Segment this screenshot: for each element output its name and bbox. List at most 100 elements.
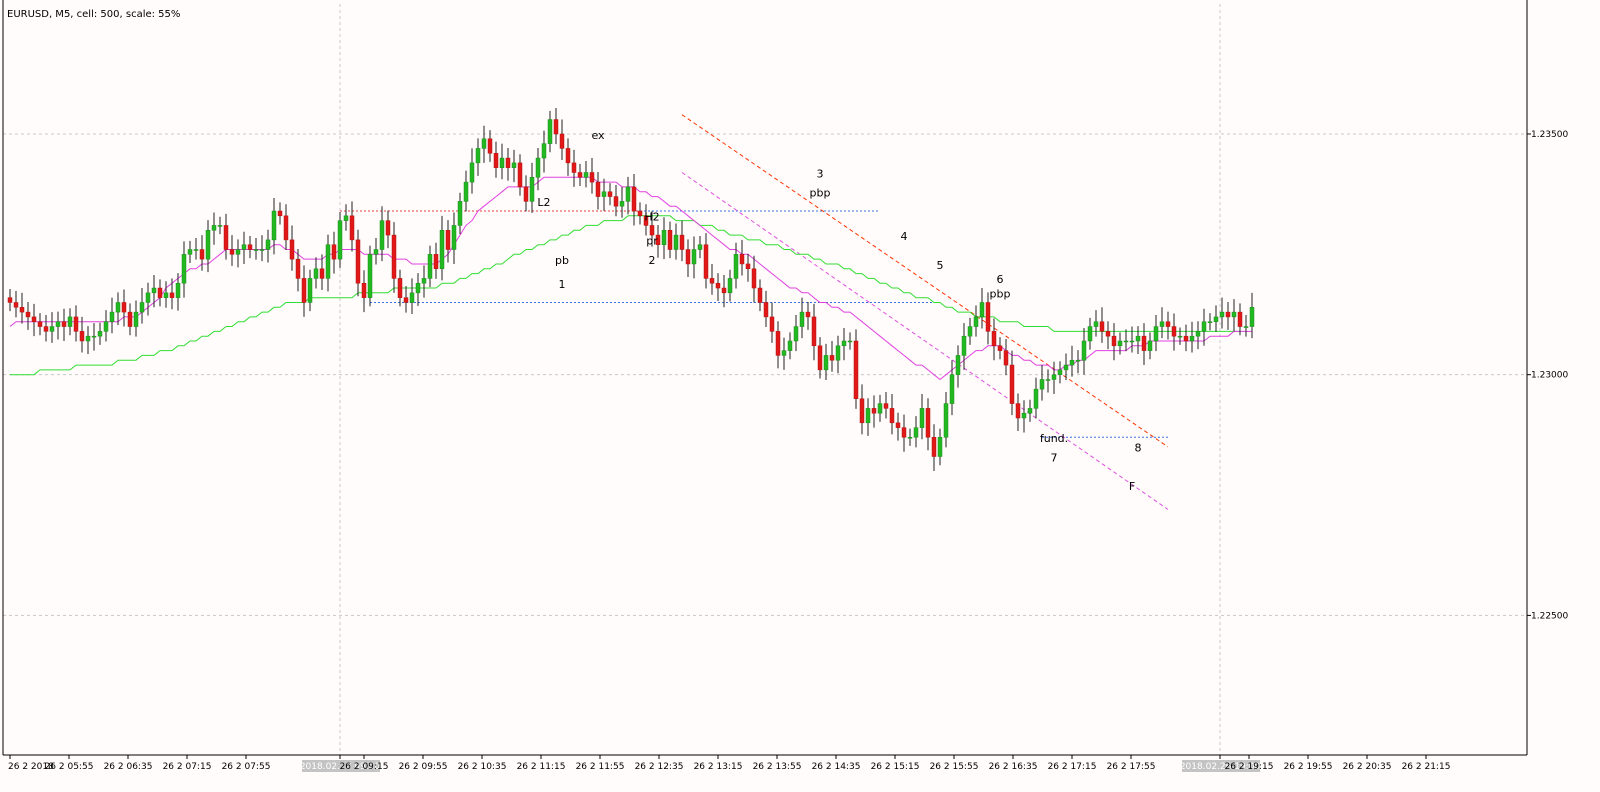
candle-body-bull <box>1033 388 1039 409</box>
candle-body-bull <box>793 326 799 342</box>
candle-body-bear <box>637 210 643 217</box>
candle-body-bull <box>1069 359 1075 366</box>
candle <box>259 235 265 262</box>
candle-body-bear <box>565 148 571 164</box>
candle-body-bear <box>775 331 781 356</box>
price-tick-label: 1.22500 <box>1531 611 1568 621</box>
candle <box>121 289 127 327</box>
candle-body-bear <box>37 321 43 327</box>
candle <box>979 288 985 329</box>
candle <box>61 308 67 341</box>
candle <box>619 186 625 218</box>
candle <box>937 428 943 466</box>
candle <box>817 337 823 379</box>
candle-body-bear <box>247 244 253 250</box>
candle <box>331 231 337 274</box>
time-tick-label: 26 2 16:35 <box>989 762 1038 772</box>
candle <box>631 173 637 226</box>
time-tick-label: 26 2 14:35 <box>812 762 861 772</box>
candle <box>739 239 745 276</box>
candle <box>1231 299 1237 332</box>
candle <box>1159 307 1165 339</box>
candle <box>433 242 439 279</box>
candle <box>583 160 589 188</box>
candle-body-bull <box>115 302 121 313</box>
candle <box>691 236 697 279</box>
candle <box>301 265 307 317</box>
candle-body-bull <box>625 186 631 202</box>
candle-body-bull <box>1081 340 1087 361</box>
candle-body-bull <box>55 321 61 327</box>
candle <box>241 231 247 264</box>
candle <box>667 221 673 259</box>
candle-body-bear <box>199 249 205 260</box>
candle <box>769 302 775 343</box>
time-tick-label: 26 2 06:35 <box>104 762 153 772</box>
candle <box>235 239 241 268</box>
candle-body-bear <box>43 326 49 332</box>
candle <box>253 237 259 260</box>
candle <box>535 147 541 191</box>
candle-body-bull <box>457 201 463 226</box>
candle <box>475 138 481 176</box>
candle <box>115 292 121 326</box>
candle <box>859 384 865 435</box>
candle <box>559 119 565 160</box>
candle-body-bear <box>25 311 31 318</box>
candle-body-bear <box>997 345 1003 351</box>
candle <box>1165 311 1171 340</box>
time-tick-label: 26 2 19:55 <box>1284 762 1333 772</box>
candle <box>1225 301 1231 330</box>
candle <box>1075 350 1081 374</box>
candle <box>703 233 709 289</box>
candle-body-bear <box>1111 335 1117 347</box>
candle <box>307 269 313 312</box>
candle-body-bull <box>661 230 667 245</box>
candle <box>685 239 691 277</box>
candle <box>1153 314 1159 352</box>
candle-body-bull <box>1201 321 1207 332</box>
candle-body-bull <box>1243 326 1249 328</box>
candle <box>835 335 841 374</box>
candle-body-bear <box>229 249 235 255</box>
candle <box>469 148 475 194</box>
candle-body-bear <box>685 249 691 265</box>
candle <box>1081 327 1087 375</box>
candle <box>781 337 787 370</box>
time-tick-label: 26 2 20:35 <box>1343 762 1392 772</box>
candle-body-bear <box>589 172 595 183</box>
candle-body-bear <box>655 234 661 245</box>
candle-body-bull <box>619 201 625 207</box>
candle <box>499 143 505 180</box>
candle <box>949 360 955 416</box>
candle-body-bear <box>553 119 559 135</box>
candle-body-bear <box>391 234 397 279</box>
candle <box>391 222 397 293</box>
candle <box>847 332 853 350</box>
candle-body-bear <box>19 307 25 313</box>
candle-body-bear <box>991 331 997 347</box>
candle <box>1237 303 1243 336</box>
candle <box>733 242 739 289</box>
candle-body-bear <box>811 316 817 347</box>
candle <box>1051 361 1057 394</box>
candle <box>1207 313 1213 331</box>
candle-body-bear <box>403 297 409 303</box>
candle <box>1063 353 1069 380</box>
candle-body-bull <box>1159 321 1165 327</box>
price-tick-label: 1.23000 <box>1531 371 1568 381</box>
candle-body-bear <box>649 225 655 236</box>
candle-body-bear <box>523 186 529 202</box>
candle-body-bull <box>1129 340 1135 343</box>
candle <box>481 125 487 163</box>
candle-body-bull <box>913 427 919 438</box>
candle-body-bear <box>1015 403 1021 419</box>
candle-body-bear <box>895 422 901 428</box>
candle <box>1105 321 1111 350</box>
candle-body-bull <box>373 249 379 255</box>
candle-body-bull <box>535 157 541 178</box>
candle-body-bull <box>337 220 343 260</box>
